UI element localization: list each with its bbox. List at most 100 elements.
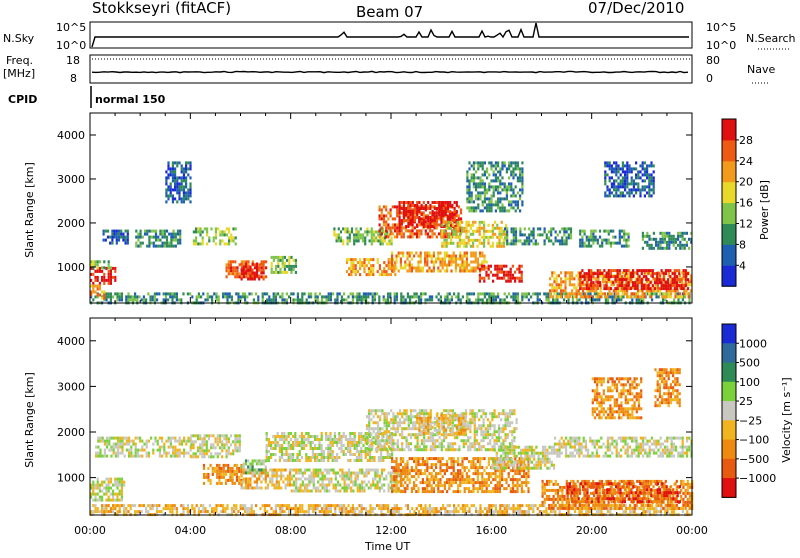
heatmap-cell	[676, 284, 678, 287]
heatmap-cell	[190, 440, 192, 443]
heatmap-cell	[381, 226, 383, 229]
heatmap-cell	[165, 182, 167, 185]
heatmap-cell	[99, 267, 101, 270]
heatmap-cell	[113, 449, 115, 452]
heatmap-cell	[427, 225, 429, 228]
heatmap-cell	[508, 161, 510, 164]
heatmap-cell	[622, 182, 624, 185]
heatmap-cell	[464, 252, 466, 255]
heatmap-cell	[396, 292, 398, 295]
heatmap-cell	[466, 179, 468, 182]
heatmap-cell	[229, 467, 231, 470]
heatmap-cell	[104, 452, 106, 455]
heatmap-cell	[459, 221, 461, 224]
heatmap-cell	[361, 504, 363, 507]
heatmap-cell	[232, 227, 234, 230]
heatmap-cell	[224, 230, 226, 233]
heatmap-cell	[110, 282, 112, 285]
heatmap-cell	[394, 217, 396, 220]
heatmap-cell	[471, 206, 473, 209]
heatmap-cell	[644, 161, 646, 164]
heatmap-cell	[412, 204, 414, 207]
heatmap-cell	[617, 292, 619, 295]
heatmap-cell	[121, 437, 123, 440]
heatmap-cell	[459, 236, 461, 239]
heatmap-cell	[586, 284, 588, 287]
heatmap-cell	[499, 507, 501, 510]
heatmap-cell	[619, 269, 621, 272]
heatmap-cell	[521, 274, 523, 277]
heatmap-cell	[215, 242, 217, 245]
heatmap-cell	[523, 295, 525, 298]
heatmap-cell	[234, 269, 236, 272]
heatmap-cell	[108, 499, 110, 502]
heatmap-cell	[400, 258, 402, 261]
heatmap-cell	[398, 255, 400, 258]
heatmap-cell	[521, 504, 523, 507]
colorbar-tick-label: 20	[739, 176, 753, 189]
heatmap-cell	[350, 258, 352, 261]
heatmap-cell	[407, 219, 409, 222]
heatmap-cell	[517, 176, 519, 179]
heatmap-cell	[484, 182, 486, 185]
heatmap-cell	[446, 295, 448, 298]
heatmap-cell	[338, 236, 340, 239]
freq-series	[92, 71, 688, 72]
heatmap-cell	[505, 224, 507, 227]
heatmap-cell	[514, 280, 516, 283]
heatmap-cell	[223, 434, 225, 437]
heatmap-cell	[229, 470, 231, 473]
heatmap-cell	[217, 443, 219, 446]
heatmap-cell	[476, 239, 478, 242]
colorbar-tick-label: 4	[739, 259, 746, 272]
heatmap-cell	[94, 487, 96, 490]
heatmap-cell	[268, 295, 270, 298]
heatmap-cell	[116, 496, 118, 499]
heatmap-cell	[479, 182, 481, 185]
heatmap-cell	[132, 455, 134, 458]
heatmap-cell	[241, 481, 243, 484]
heatmap-cell	[499, 277, 501, 280]
heatmap-cell	[286, 298, 288, 301]
heatmap-cell	[579, 242, 581, 245]
heatmap-cell	[508, 203, 510, 206]
heatmap-cell	[223, 476, 225, 479]
heatmap-cell	[245, 275, 247, 278]
heatmap-cell	[385, 504, 387, 507]
heatmap-cell	[432, 216, 434, 219]
heatmap-cell	[263, 468, 265, 471]
heatmap-cell	[338, 233, 340, 236]
heatmap-cell	[179, 449, 181, 452]
heatmap-cell	[202, 236, 204, 239]
heatmap-cell	[222, 510, 224, 513]
heatmap-cell	[630, 272, 632, 275]
heatmap-cell	[549, 292, 551, 295]
heatmap-cell	[210, 452, 212, 455]
heatmap-cell	[631, 182, 633, 185]
heatmap-cell	[521, 295, 523, 298]
heatmap-cell	[227, 464, 229, 467]
heatmap-cell	[336, 292, 338, 295]
heatmap-cell	[586, 287, 588, 290]
heatmap-cell	[103, 239, 105, 242]
heatmap-cell	[259, 507, 261, 510]
heatmap-cell	[108, 449, 110, 452]
heatmap-cell	[110, 493, 112, 496]
heatmap-cell	[589, 292, 591, 295]
heatmap-cell	[528, 236, 530, 239]
heatmap-cell	[490, 292, 492, 295]
heatmap-cell	[479, 179, 481, 182]
heatmap-cell	[470, 255, 472, 258]
heatmap-cell	[255, 292, 257, 295]
heatmap-cell	[299, 510, 301, 513]
heatmap-cell	[490, 236, 492, 239]
heatmap-cell	[127, 233, 129, 236]
heatmap-cell	[684, 232, 686, 235]
heatmap-cell	[424, 255, 426, 258]
heatmap-cell	[256, 481, 258, 484]
heatmap-cell	[610, 245, 612, 248]
heatmap-cell	[275, 268, 277, 271]
heatmap-cell	[492, 236, 494, 239]
heatmap-cell	[145, 507, 147, 510]
heatmap-cell	[453, 510, 455, 513]
